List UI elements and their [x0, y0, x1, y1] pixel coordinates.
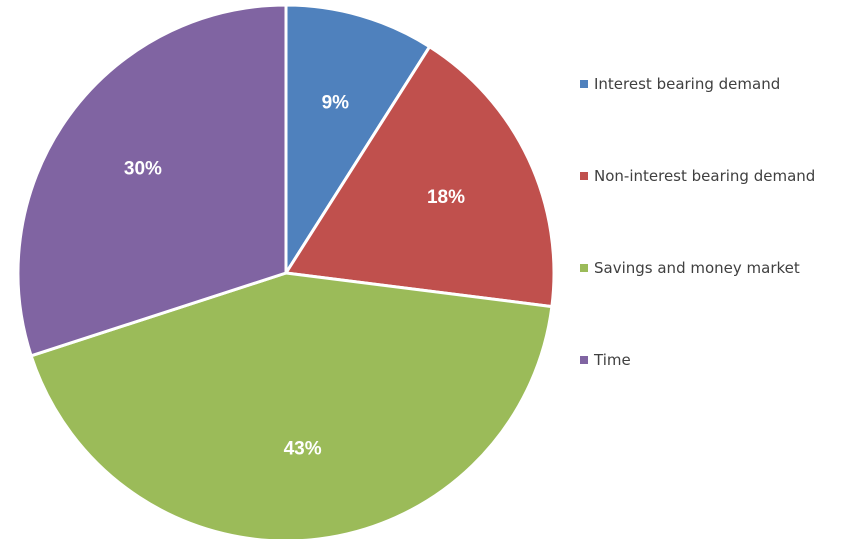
pie-slice-interest-bearing-demand: [284, 3, 432, 275]
legend-item-non-interest-bearing-demand: Non-interest bearing demand: [580, 167, 815, 185]
slice-label-savings-and-money-market: 43%: [284, 439, 322, 460]
slice-label-interest-bearing-demand: 9%: [322, 93, 350, 114]
pie-slice-savings-and-money-market: [29, 271, 554, 539]
legend-swatch-interest-bearing-demand: [580, 80, 588, 88]
legend-swatch-savings-and-money-market: [580, 264, 588, 272]
slice-label-time: 30%: [124, 159, 162, 180]
legend-item-savings-and-money-market: Savings and money market: [580, 259, 800, 277]
pie-slice-time: [16, 3, 288, 358]
legend-label-time: Time: [593, 351, 631, 369]
legend: Interest bearing demand Non-interest bear…: [580, 75, 815, 369]
legend-swatch-time: [580, 356, 588, 364]
legend-label-non-interest-bearing-demand: Non-interest bearing demand: [594, 167, 815, 185]
legend-item-interest-bearing-demand: Interest bearing demand: [580, 75, 780, 93]
legend-label-savings-and-money-market: Savings and money market: [594, 259, 800, 277]
legend-item-time: Time: [580, 351, 631, 369]
pie-slice-non-interest-bearing-demand: [284, 45, 556, 309]
slice-label-non-interest-bearing-demand: 18%: [427, 187, 465, 208]
pie-slice-labels: 9% 18% 43% 30%: [124, 93, 465, 460]
pie-slices: [16, 3, 556, 539]
legend-label-interest-bearing-demand: Interest bearing demand: [594, 75, 780, 93]
legend-swatch-non-interest-bearing-demand: [580, 172, 588, 180]
